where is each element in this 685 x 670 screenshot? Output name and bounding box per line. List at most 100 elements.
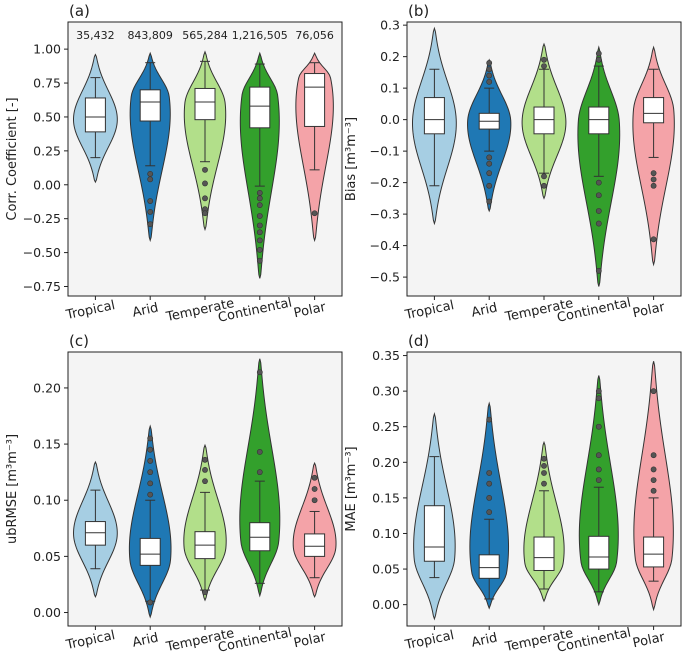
x-tick-label-polar: Polar: [632, 630, 667, 652]
x-tick-label-arid: Arid: [131, 631, 160, 651]
outlier-point: [595, 388, 602, 395]
box-iqr: [588, 535, 610, 570]
outlier-point: [256, 195, 263, 202]
outlier-point: [486, 170, 493, 177]
outlier-point: [256, 229, 263, 236]
outlier-point: [650, 477, 657, 484]
y-tick-label: 0.00: [33, 177, 61, 192]
y-tick-label: −0.1: [370, 144, 400, 159]
sample-count-label: 1,216,505: [232, 29, 288, 42]
sample-count-label: 35,432: [76, 29, 115, 42]
box-iqr: [84, 521, 106, 546]
box-iqr: [533, 106, 555, 135]
outlier-point: [147, 198, 154, 204]
outlier-point: [256, 369, 263, 376]
y-axis-label: MAE [m³m⁻³]: [344, 446, 359, 531]
outlier-point: [486, 66, 493, 73]
outlier-point: [595, 423, 602, 430]
outlier-point: [147, 469, 154, 476]
y-tick-label: −0.75: [23, 279, 61, 294]
outlier-point: [256, 469, 263, 476]
outlier-point: [202, 467, 208, 473]
chart-panel-b: −0.5 −0.4 −0.3 −0.2 −0.1 0.0 0.1 0.2 0.3 Tropical…: [344, 2, 682, 326]
outlier-point: [256, 222, 263, 229]
outlier-point: [650, 388, 657, 395]
x-tick-label-polar: Polar: [293, 300, 328, 322]
sample-count-label: 565,284: [182, 29, 228, 42]
x-tick-label-arid: Arid: [470, 631, 499, 651]
y-tick-label: 0.25: [372, 419, 400, 434]
outlier-point: [202, 166, 208, 173]
y-tick-label: 0.25: [33, 143, 61, 158]
sample-count-label: 843,809: [127, 29, 173, 42]
chart-panel-d: 0.00 0.05 0.10 0.15 0.20 0.25 0.30 0.35 Tropical…: [344, 332, 682, 656]
panel-label: (a): [69, 2, 90, 20]
y-tick-label: −0.2: [370, 175, 400, 190]
outlier-point: [202, 589, 208, 596]
y-tick-label: 0.2: [380, 49, 400, 64]
box-iqr: [533, 536, 555, 571]
outlier-point: [486, 154, 493, 161]
outlier-point: [147, 480, 154, 487]
outlier-point: [541, 455, 547, 462]
y-tick-label: 0.3: [380, 18, 400, 33]
box-iqr: [194, 87, 216, 121]
y-tick-label: −0.4: [370, 238, 400, 253]
outlier-point: [147, 446, 154, 453]
y-tick-label: 0.20: [372, 455, 400, 470]
outlier-point: [541, 480, 547, 487]
outlier-point: [486, 72, 493, 79]
box-iqr: [304, 73, 326, 127]
outlier-point: [202, 195, 208, 202]
outlier-point: [311, 474, 318, 481]
outlier-point: [650, 452, 657, 459]
y-tick-label: 0.30: [372, 384, 400, 399]
box-iqr: [478, 554, 500, 579]
outlier-point: [595, 466, 602, 473]
outlier-point: [541, 63, 547, 69]
outlier-point: [486, 182, 493, 189]
y-tick-label: 0.00: [372, 597, 400, 612]
y-tick-label: 0.50: [33, 109, 61, 124]
y-tick-label: −0.5: [370, 270, 400, 285]
outlier-point: [147, 435, 154, 442]
box-iqr: [139, 89, 161, 122]
outlier-point: [202, 210, 208, 217]
box-iqr: [588, 106, 610, 135]
outlier-point: [311, 210, 318, 217]
outlier-point: [595, 477, 602, 484]
outlier-point: [595, 50, 602, 57]
y-tick-label: −0.25: [23, 211, 61, 226]
box-iqr: [249, 86, 271, 129]
outlier-point: [486, 480, 493, 487]
y-tick-label: 0.75: [33, 76, 61, 91]
outlier-point: [486, 60, 493, 66]
outlier-point: [256, 202, 263, 209]
outlier-point: [256, 237, 263, 244]
panel-label: (c): [69, 332, 89, 350]
outlier-point: [147, 176, 154, 183]
outlier-point: [256, 246, 263, 253]
panel-label: (b): [408, 2, 429, 20]
y-tick-label: 0.15: [372, 490, 400, 505]
y-tick-label: 0.0: [380, 112, 400, 127]
outlier-point: [595, 220, 602, 227]
y-tick-label: −0.50: [23, 245, 61, 260]
outlier-point: [486, 470, 493, 476]
box-iqr: [84, 97, 106, 133]
outlier-point: [486, 160, 493, 167]
box-iqr: [304, 533, 326, 557]
outlier-point: [541, 173, 547, 180]
x-tick-label-tropical: Tropical: [64, 298, 117, 323]
box-iqr: [643, 536, 665, 568]
x-tick-label-polar: Polar: [293, 630, 328, 652]
outlier-point: [541, 470, 547, 476]
outlier-point: [541, 56, 547, 63]
x-tick-label-polar: Polar: [632, 300, 667, 322]
box-iqr: [423, 97, 445, 135]
outlier-point: [650, 487, 657, 494]
y-tick-label: 0.10: [33, 493, 61, 508]
outlier-point: [202, 456, 208, 463]
outlier-point: [486, 494, 493, 501]
